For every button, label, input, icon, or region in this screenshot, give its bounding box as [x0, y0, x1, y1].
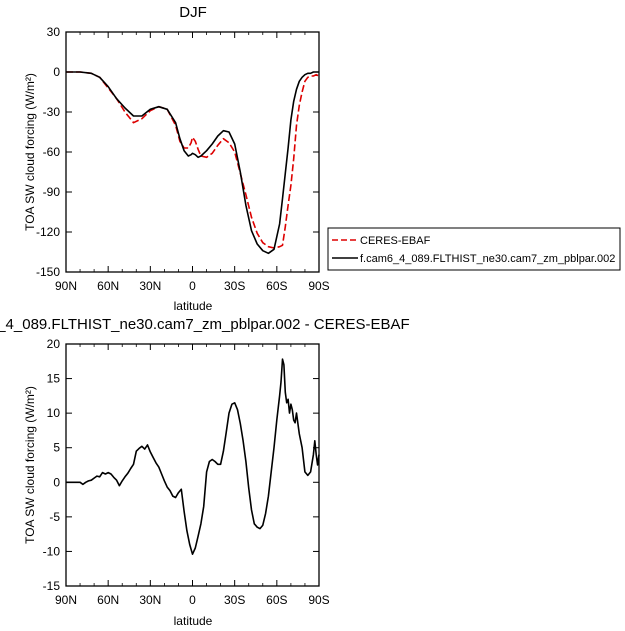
top-y-tick-label: 30 [47, 25, 61, 39]
bottom-y-tick-label: 10 [47, 406, 61, 420]
top-plot-area: 90N 60N 30N 0 30S 60S 90S 30 0 -30 -60 -90 -120 -150 [36, 25, 330, 293]
bottom-x-tick-label: 30S [224, 593, 245, 607]
top-x-tick-label: 30N [139, 279, 161, 293]
bottom-y-tick-label: -15 [43, 579, 61, 593]
top-x-tick-label: 60N [97, 279, 119, 293]
top-y-axis-label: TOA SW cloud forcing (W/m²) [23, 73, 37, 231]
bottom-y-tick-label: 5 [53, 441, 60, 455]
bottom-plot-frame [65, 343, 320, 587]
legend-box [327, 227, 621, 271]
legend-label-model: f.cam6_4_089.FLTHIST_ne30.cam7_zm_pblpar… [360, 253, 615, 265]
top-y-tick-label: -30 [43, 105, 61, 119]
bottom-plot-area: 90N 60N 30N 0 30S 60S 90S 20 15 10 5 0 -5 -10 -15 [43, 337, 330, 607]
bottom-y-tick-label: -10 [43, 544, 61, 558]
top-x-tick-label: 90N [55, 279, 77, 293]
bottom-y-tick-label: 20 [47, 337, 61, 351]
top-x-axis-label: latitude [174, 299, 213, 313]
top-y-tick-label: -60 [43, 145, 61, 159]
top-y-tick-label: 0 [53, 65, 60, 79]
bottom-y-tick-label: 15 [47, 372, 61, 386]
bottom-x-tick-label: 60S [266, 593, 287, 607]
bottom-y-tick-label: 0 [53, 475, 60, 489]
top-panel: DJF 90N 60N 30N 0 30S 60S 90S 30 0 -30 -60 -90 -120 -… [23, 4, 330, 313]
top-y-tick-label: -90 [43, 185, 61, 199]
bottom-x-axis-label: latitude [174, 614, 213, 628]
top-x-tick-label: 60S [266, 279, 287, 293]
bottom-x-tick-label: 60N [97, 593, 119, 607]
legend: CERES-EBAF f.cam6_4_089.FLTHIST_ne30.cam… [327, 227, 621, 271]
bottom-panel: m6_4_089.FLTHIST_ne30.cam7_zm_pblpar.002… [0, 316, 410, 628]
bottom-x-tick-label: 90N [55, 593, 77, 607]
top-x-tick-label: 0 [189, 279, 196, 293]
top-x-tick-label: 90S [308, 279, 329, 293]
bottom-chart-title: m6_4_089.FLTHIST_ne30.cam7_zm_pblpar.002… [0, 316, 410, 333]
top-y-tick-label: -120 [36, 225, 60, 239]
top-y-tick-label: -150 [36, 265, 60, 279]
top-series-line-model [66, 71, 319, 255]
bottom-y-tick-label: -5 [49, 510, 60, 524]
bottom-x-tick-label: 90S [308, 593, 329, 607]
top-plot-frame [65, 31, 320, 273]
top-series-line-ceres-ebaf [66, 71, 320, 249]
top-chart-title: DJF [179, 4, 207, 21]
bottom-x-tick-label: 0 [189, 593, 196, 607]
bottom-series-line-difference [66, 358, 320, 556]
bottom-x-tick-label: 30N [139, 593, 161, 607]
top-x-tick-label: 30S [224, 279, 245, 293]
legend-label-ceres: CERES-EBAF [360, 235, 431, 247]
bottom-y-axis-label: TOA SW cloud forcing (W/m²) [23, 386, 37, 544]
